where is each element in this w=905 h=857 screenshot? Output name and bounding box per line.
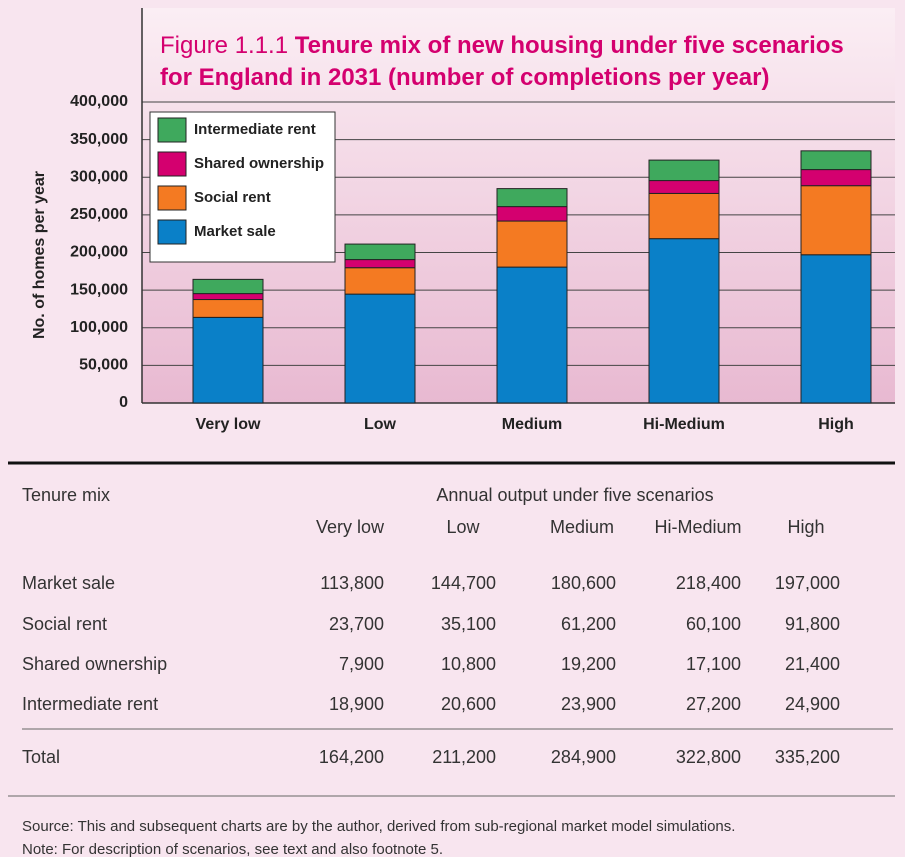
bar-segment (800, 254, 872, 404)
x-tick-label: Very low (196, 416, 261, 433)
table-cell: 23,700 (329, 614, 384, 634)
column-header: Hi-Medium (654, 517, 741, 537)
bar-segment (192, 293, 264, 301)
x-tick-label: High (818, 416, 854, 433)
row-label: Market sale (22, 573, 115, 593)
bar-segment (192, 299, 264, 318)
bar-segment (648, 159, 720, 182)
row-label: Social rent (22, 614, 107, 634)
table-cell: 35,100 (441, 614, 496, 634)
y-tick-label: 400,000 (70, 93, 128, 110)
table-cell: 144,700 (431, 573, 496, 593)
legend-label: Social rent (194, 189, 271, 206)
y-tick-label: 50,000 (79, 357, 128, 374)
column-header: Low (446, 517, 480, 537)
legend-swatch (157, 185, 187, 211)
y-tick-label: 0 (119, 394, 128, 411)
source-note: Source: This and subsequent charts are b… (22, 818, 735, 835)
table-cell: 180,600 (551, 573, 616, 593)
legend-label: Shared ownership (194, 155, 324, 172)
table-cell: 91,800 (785, 614, 840, 634)
table-cell: 164,200 (319, 747, 384, 767)
legend-label: Intermediate rent (194, 121, 316, 138)
bar-segment (648, 180, 720, 194)
table-cell: 335,200 (775, 747, 840, 767)
table-cell: 27,200 (686, 694, 741, 714)
y-tick-label: 300,000 (70, 168, 128, 185)
y-tick-label: 100,000 (70, 319, 128, 336)
x-tick-label: Low (364, 416, 397, 433)
y-tick-label: 350,000 (70, 131, 128, 148)
figure-label: Figure 1.1.1 (160, 32, 289, 59)
y-axis-title: No. of homes per year (31, 171, 48, 339)
table-header: Tenure mix (22, 485, 110, 505)
column-header: High (787, 517, 824, 537)
bar-segment (496, 206, 568, 222)
y-tick-label: 250,000 (70, 206, 128, 223)
bar-segment (648, 192, 720, 240)
bar-segment (496, 188, 568, 208)
table-cell: 21,400 (785, 654, 840, 674)
legend-swatch (157, 151, 187, 177)
row-label: Total (22, 747, 60, 767)
bar-segment (800, 150, 872, 171)
table-cell: 20,600 (441, 694, 496, 714)
bar-segment (496, 266, 568, 404)
x-tick-label: Hi-Medium (643, 416, 725, 433)
column-header: Very low (316, 517, 385, 537)
table-group-header: Annual output under five scenarios (436, 485, 713, 505)
x-tick-label: Medium (502, 416, 562, 433)
table-cell: 218,400 (676, 573, 741, 593)
table-cell: 24,900 (785, 694, 840, 714)
table-cell: 18,900 (329, 694, 384, 714)
bar-segment (496, 220, 568, 268)
table-cell: 322,800 (676, 747, 741, 767)
table-cell: 10,800 (441, 654, 496, 674)
y-tick-label: 200,000 (70, 244, 128, 261)
bar-segment (800, 185, 872, 256)
table-cell: 113,800 (320, 573, 384, 593)
chart-title: Figure 1.1.1 Tenure mix of new housing u… (160, 30, 880, 94)
table-cell: 284,900 (551, 747, 616, 767)
legend-swatch (157, 117, 187, 143)
bar-segment (344, 259, 416, 269)
legend-label: Market sale (194, 223, 276, 240)
legend-swatch (157, 219, 187, 245)
table-cell: 211,200 (432, 747, 496, 767)
bar-segment (344, 293, 416, 404)
table-cell: 7,900 (339, 654, 384, 674)
bar-segment (648, 238, 720, 404)
bar-segment (344, 243, 416, 261)
title-text: Tenure mix of new housing under five sce… (160, 32, 844, 91)
row-label: Intermediate rent (22, 694, 158, 714)
footnote: Note: For description of scenarios, see … (22, 841, 443, 857)
table-cell: 60,100 (686, 614, 741, 634)
table-cell: 61,200 (561, 614, 616, 634)
column-header: Medium (550, 517, 614, 537)
y-tick-label: 150,000 (70, 281, 128, 298)
bar-segment (192, 316, 264, 404)
bar-segment (192, 278, 264, 295)
bar-segment (344, 267, 416, 295)
table-cell: 19,200 (561, 654, 616, 674)
table-cell: 197,000 (775, 573, 840, 593)
row-label: Shared ownership (22, 654, 167, 674)
table-cell: 17,100 (686, 654, 741, 674)
bar-segment (800, 169, 872, 187)
table-cell: 23,900 (561, 694, 616, 714)
